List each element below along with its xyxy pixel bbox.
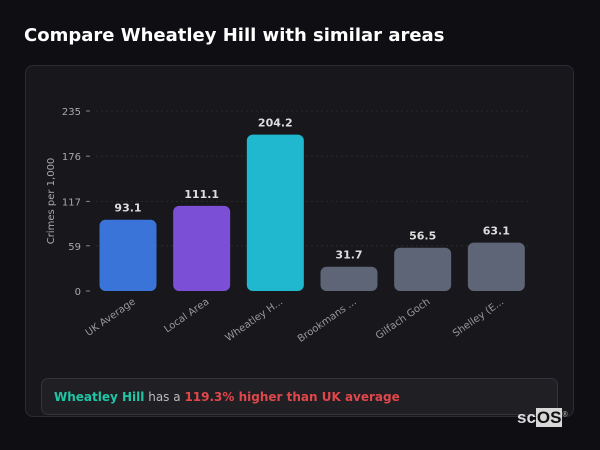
- scos-logo: scOS®: [517, 408, 568, 427]
- bar: [467, 242, 525, 291]
- summary-area: Wheatley Hill: [54, 390, 145, 404]
- summary-box: Wheatley Hill has a 119.3% higher than U…: [41, 378, 558, 415]
- bar: [99, 219, 157, 291]
- y-tick-label: 235: [62, 107, 81, 118]
- y-axis-label: Crimes per 1,000: [46, 158, 57, 245]
- summary-connector: has a: [148, 390, 181, 404]
- data-label: 111.1: [184, 188, 219, 201]
- bar: [394, 247, 452, 291]
- x-tick-label: Wheatley H...: [224, 296, 285, 344]
- x-tick-label: Gilfach Goch: [374, 296, 432, 342]
- x-tick-label: Local Area: [162, 296, 211, 335]
- y-tick-label: 117: [62, 197, 81, 208]
- y-tick-label: 0: [75, 287, 81, 298]
- data-label: 93.1: [114, 202, 141, 215]
- page-title: Compare Wheatley Hill with similar areas: [24, 25, 445, 46]
- bar: [320, 266, 378, 291]
- x-tick-label: Shelley (E...: [451, 296, 506, 339]
- x-tick-label: UK Average: [84, 296, 138, 338]
- data-label: 204.2: [258, 117, 293, 130]
- x-tick-label: Brookmans ...: [296, 296, 359, 345]
- bar: [246, 134, 304, 291]
- data-label: 63.1: [483, 225, 510, 238]
- data-label: 31.7: [335, 249, 362, 262]
- summary-comparison: 119.3% higher than UK average: [184, 390, 400, 404]
- data-label: 56.5: [409, 230, 436, 243]
- bar: [173, 205, 231, 291]
- y-tick-label: 176: [62, 152, 81, 163]
- y-tick-label: 59: [68, 242, 81, 253]
